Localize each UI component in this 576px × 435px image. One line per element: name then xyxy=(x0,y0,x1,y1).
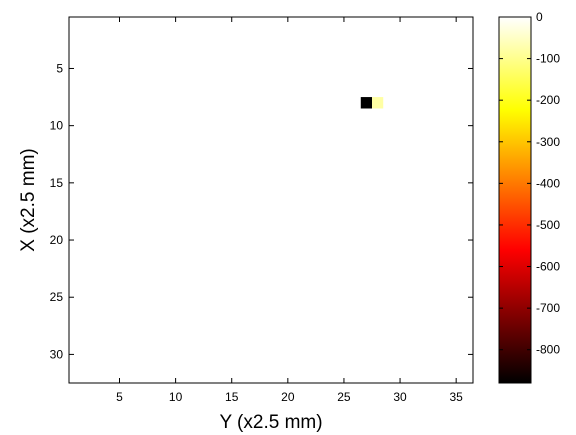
colorbar-tick-label: -600 xyxy=(536,260,560,274)
y-tick-label: 25 xyxy=(50,290,64,304)
colorbar-tick-label: -400 xyxy=(536,176,560,190)
y-tick-label: 30 xyxy=(50,347,64,361)
x-tick-label: 35 xyxy=(449,390,463,404)
y-tick-label: 20 xyxy=(50,233,64,247)
colorbar-tick-label: -800 xyxy=(536,343,560,357)
heatmap-cell xyxy=(372,97,384,109)
y-tick-label: 15 xyxy=(50,176,64,190)
colorbar xyxy=(498,16,532,384)
x-tick-label: 30 xyxy=(393,390,407,404)
colorbar-tick-label: -100 xyxy=(536,52,560,66)
y-axis-ticks: 5 10 15 20 25 30 xyxy=(50,61,473,361)
colorbar-tick-label: -700 xyxy=(536,301,560,315)
colorbar-tick-label: -200 xyxy=(536,93,560,107)
y-axis-label: X (x2.5 mm) xyxy=(18,148,39,251)
heatmap-cell xyxy=(360,97,372,109)
x-axis-ticks: 5 10 15 20 25 30 35 xyxy=(116,17,463,404)
y-tick-label: 10 xyxy=(50,119,64,133)
colorbar-tick-label: -300 xyxy=(536,135,560,149)
x-tick-label: 25 xyxy=(337,390,351,404)
y-tick-label: 5 xyxy=(56,61,63,75)
x-tick-label: 15 xyxy=(225,390,239,404)
x-axis-label: Y (x2.5 mm) xyxy=(219,412,322,433)
colorbar-tick-label: 0 xyxy=(536,10,543,24)
x-tick-label: 5 xyxy=(116,390,123,404)
x-tick-label: 10 xyxy=(169,390,183,404)
plot-area xyxy=(68,16,474,384)
heatmap-cells xyxy=(360,97,384,109)
colorbar-tick-label: -500 xyxy=(536,218,560,232)
colorbar-ticks: 0 -100 -200 -300 -400 -500 -600 -700 -800 xyxy=(499,10,560,357)
x-tick-label: 20 xyxy=(281,390,295,404)
